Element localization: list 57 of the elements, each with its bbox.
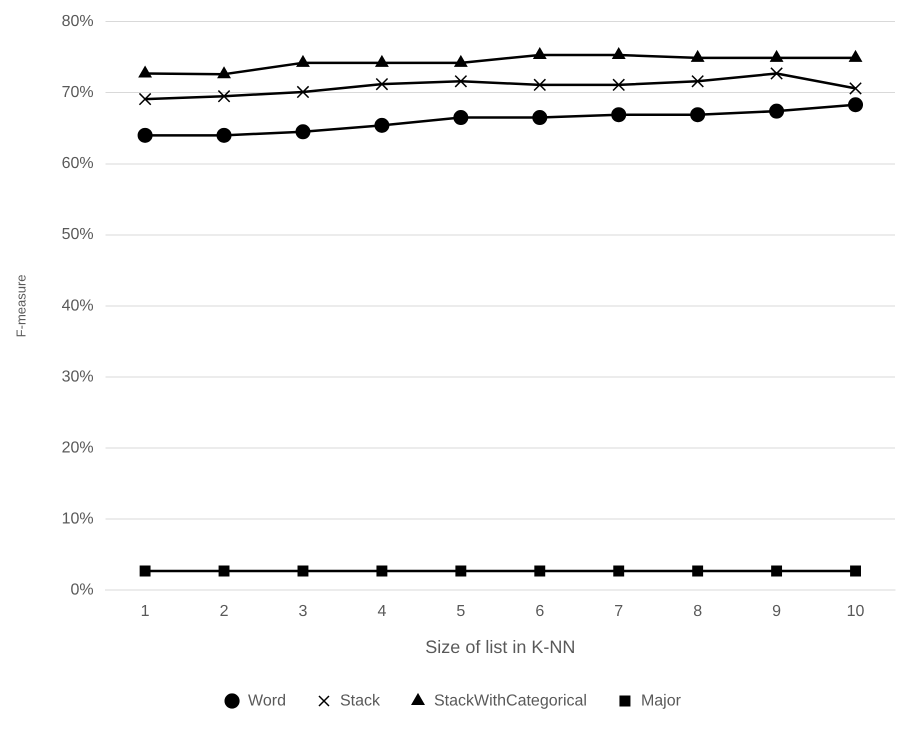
point bbox=[770, 67, 783, 80]
y-tick-label: 70% bbox=[62, 84, 94, 102]
legend-label: Major bbox=[640, 692, 682, 710]
point bbox=[691, 74, 704, 88]
y-tick-label: 50% bbox=[62, 226, 94, 244]
x-tick-label: 1 bbox=[140, 603, 150, 620]
x-tick-label: 7 bbox=[614, 603, 624, 620]
y-tick-label: 80% bbox=[62, 13, 94, 30]
point bbox=[296, 86, 310, 98]
point bbox=[534, 566, 546, 576]
point bbox=[295, 124, 310, 140]
point bbox=[216, 128, 232, 143]
point bbox=[140, 566, 151, 576]
point bbox=[611, 107, 626, 122]
point bbox=[533, 48, 546, 60]
y-tick-label: 60% bbox=[62, 155, 94, 172]
point bbox=[376, 78, 388, 91]
point bbox=[376, 566, 388, 576]
point bbox=[612, 48, 626, 60]
point bbox=[690, 107, 706, 122]
point bbox=[848, 97, 864, 112]
point bbox=[454, 74, 468, 88]
x-tick-label: 6 bbox=[535, 603, 544, 620]
point bbox=[374, 118, 390, 133]
point bbox=[850, 566, 861, 576]
x-tick-label: 10 bbox=[846, 603, 865, 620]
point bbox=[613, 566, 624, 576]
y-tick-label: 40% bbox=[62, 297, 94, 314]
x-tick-label: 5 bbox=[456, 603, 466, 620]
y-tick-label: 0% bbox=[70, 582, 94, 599]
y-axis-title: F-measure bbox=[13, 274, 28, 338]
point bbox=[769, 104, 784, 119]
point bbox=[218, 566, 230, 576]
point bbox=[455, 566, 466, 576]
point bbox=[138, 128, 153, 143]
x-tick-label: 2 bbox=[220, 603, 229, 620]
point bbox=[532, 110, 548, 126]
x-tick-label: 4 bbox=[377, 603, 386, 620]
y-tick-label: 30% bbox=[62, 368, 94, 386]
point bbox=[849, 82, 862, 95]
x-tick-label: 9 bbox=[772, 603, 782, 620]
x-tick-label: 8 bbox=[693, 603, 702, 620]
x-axis-title: Size of list in K-NN bbox=[425, 637, 576, 658]
point bbox=[612, 78, 626, 92]
point bbox=[533, 78, 546, 92]
point bbox=[692, 566, 704, 576]
point bbox=[453, 110, 468, 126]
point bbox=[298, 566, 308, 576]
legend-label: Word bbox=[248, 692, 286, 710]
y-tick-label: 20% bbox=[62, 439, 94, 456]
point bbox=[138, 92, 152, 106]
point bbox=[218, 90, 230, 103]
legend-label: Stack bbox=[340, 692, 381, 710]
point bbox=[771, 566, 782, 576]
legend-label: StackWithCategorical bbox=[434, 692, 587, 710]
y-tick-label: 10% bbox=[62, 510, 94, 528]
x-tick-label: 3 bbox=[298, 603, 308, 620]
